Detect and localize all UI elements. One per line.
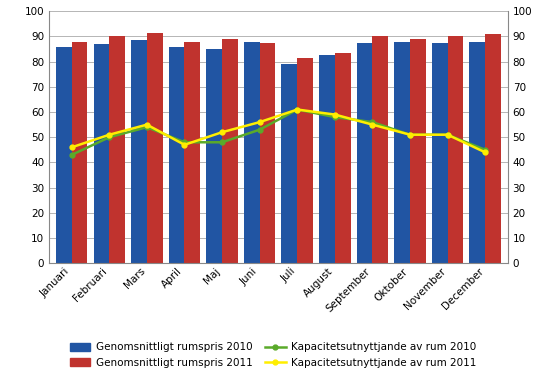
Bar [260,43,275,263]
Bar [319,55,335,263]
Bar [410,39,426,263]
Bar [470,41,485,263]
Bar [297,58,313,263]
Legend: Genomsnittligt rumspris 2010, Genomsnittligt rumspris 2011, Kapacitetsutnyttjand: Genomsnittligt rumspris 2010, Genomsnitt… [67,339,479,371]
Bar [244,41,260,263]
Bar [169,47,185,263]
Bar [93,44,109,263]
Bar [206,49,222,263]
Bar [335,53,351,263]
Bar [131,40,147,263]
Bar [432,43,448,263]
Bar [282,64,297,263]
Bar [357,43,372,263]
Bar [222,39,238,263]
Bar [56,47,72,263]
Bar [185,41,200,263]
Bar [372,36,388,263]
Bar [485,34,501,263]
Bar [72,41,87,263]
Bar [448,36,464,263]
Bar [394,41,410,263]
Bar [147,33,163,263]
Bar [109,36,125,263]
